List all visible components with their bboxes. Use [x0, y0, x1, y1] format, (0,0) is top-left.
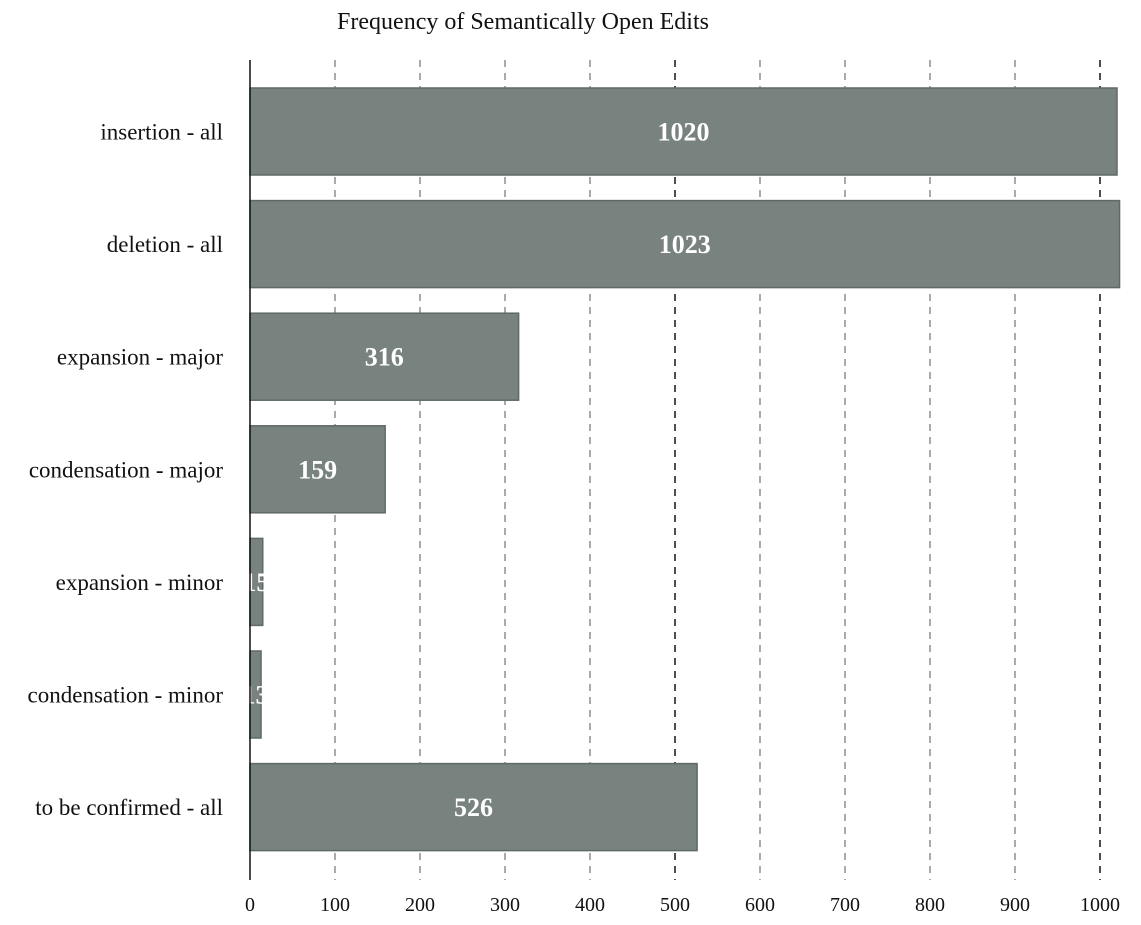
x-tick-label-800: 800 [915, 894, 945, 916]
x-tick-label-900: 900 [1000, 894, 1030, 916]
value-label-insertion-all: 1020 [658, 118, 710, 147]
x-tick-label-400: 400 [575, 894, 605, 916]
bar-insertion-all [249, 87, 1118, 176]
bars [249, 87, 1121, 852]
value-label-to-be-confirmed-all: 526 [454, 793, 493, 822]
bar-to-be-confirmed-all [249, 762, 698, 852]
gridlines [334, 60, 1101, 880]
x-tick-label-1000: 1000 [1080, 894, 1120, 916]
x-tick-label-200: 200 [405, 894, 435, 916]
category-label-expansion-minor: expansion - minor [56, 570, 224, 595]
value-label-condensation-minor: 13 [243, 681, 269, 710]
category-label-expansion-major: expansion - major [57, 345, 223, 370]
category-label-insertion-all: insertion - all [100, 120, 223, 145]
x-tick-label-100: 100 [320, 894, 350, 916]
value-label-deletion-all: 1023 [659, 230, 711, 259]
x-tick-label-0: 0 [245, 894, 255, 916]
category-label-condensation-major: condensation - major [29, 457, 224, 482]
bar-expansion-major [249, 312, 520, 401]
x-tick-label-600: 600 [745, 894, 775, 916]
x-tick-label-300: 300 [490, 894, 520, 916]
value-label-expansion-major: 316 [365, 343, 404, 372]
category-label-condensation-minor: condensation - minor [28, 683, 224, 708]
value-labels: 1020 1023 316 159 15 13 526 [243, 118, 711, 823]
value-label-expansion-minor: 15 [243, 568, 269, 597]
value-label-condensation-major: 159 [298, 455, 337, 484]
category-labels: insertion - all deletion - all expansion -… [28, 120, 224, 821]
x-axis-tick-labels: 0 100 200 300 400 500 600 700 800 900 1000 [245, 894, 1120, 916]
chart-title: Frequency of Semantically Open Edits [337, 9, 709, 35]
bar-deletion-all [249, 199, 1121, 289]
x-tick-label-500: 500 [660, 894, 690, 916]
category-label-deletion-all: deletion - all [107, 232, 223, 257]
x-tick-label-700: 700 [830, 894, 860, 916]
category-label-to-be-confirmed-all: to be confirmed - all [35, 795, 223, 820]
